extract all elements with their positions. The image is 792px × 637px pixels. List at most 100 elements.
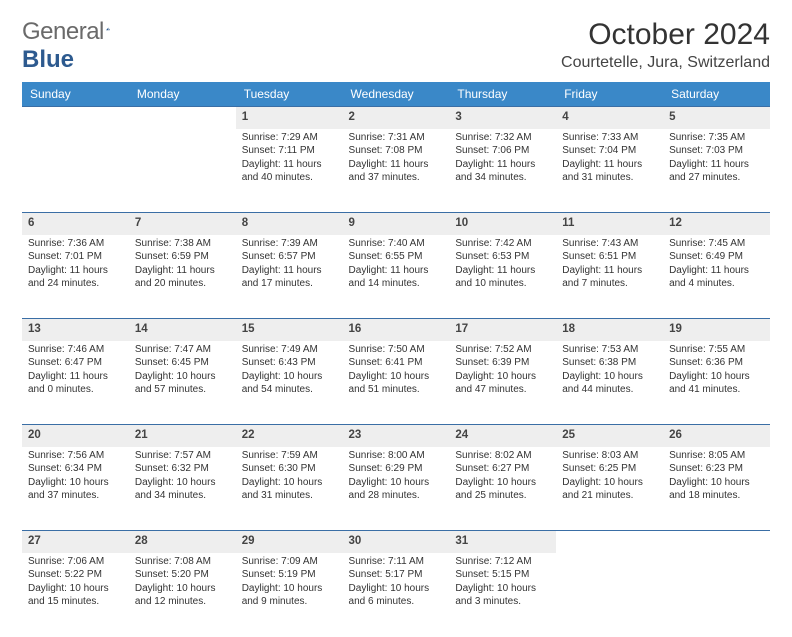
sunset-text: Sunset: 6:41 PM — [349, 356, 444, 370]
weekday-header: Monday — [129, 82, 236, 107]
day-number: 10 — [449, 213, 556, 235]
daylight-text: Daylight: 10 hours and 47 minutes. — [455, 370, 550, 397]
day-cell-body: Sunrise: 7:11 AMSunset: 5:17 PMDaylight:… — [343, 553, 450, 615]
sunrise-text: Sunrise: 7:43 AM — [562, 237, 657, 251]
sunset-text: Sunset: 7:04 PM — [562, 144, 657, 158]
month-title: October 2024 — [561, 18, 770, 52]
day-cell-body: Sunrise: 7:06 AMSunset: 5:22 PMDaylight:… — [22, 553, 129, 615]
day-cell-body — [129, 129, 236, 137]
daylight-text: Daylight: 11 hours and 14 minutes. — [349, 264, 444, 291]
day-cell-body: Sunrise: 7:52 AMSunset: 6:39 PMDaylight:… — [449, 341, 556, 403]
daylight-text: Daylight: 10 hours and 41 minutes. — [669, 370, 764, 397]
sunrise-text: Sunrise: 7:36 AM — [28, 237, 123, 251]
daylight-text: Daylight: 10 hours and 25 minutes. — [455, 476, 550, 503]
sunrise-text: Sunrise: 8:00 AM — [349, 449, 444, 463]
day-cell-body: Sunrise: 7:29 AMSunset: 7:11 PMDaylight:… — [236, 129, 343, 191]
sunrise-text: Sunrise: 7:33 AM — [562, 131, 657, 145]
daylight-text: Daylight: 10 hours and 51 minutes. — [349, 370, 444, 397]
sunset-text: Sunset: 5:15 PM — [455, 568, 550, 582]
header: General October 2024 Courtetelle, Jura, … — [22, 18, 770, 72]
sunset-text: Sunset: 6:36 PM — [669, 356, 764, 370]
day-number: 7 — [129, 213, 236, 235]
day-cell-body: Sunrise: 7:57 AMSunset: 6:32 PMDaylight:… — [129, 447, 236, 509]
day-cell-body: Sunrise: 7:12 AMSunset: 5:15 PMDaylight:… — [449, 553, 556, 615]
weekday-header: Wednesday — [343, 82, 450, 107]
day-number: 24 — [449, 425, 556, 447]
brand-part2: Blue — [22, 46, 74, 73]
sunset-text: Sunset: 7:01 PM — [28, 250, 123, 264]
day-cell-body: Sunrise: 7:08 AMSunset: 5:20 PMDaylight:… — [129, 553, 236, 615]
sunset-text: Sunset: 6:34 PM — [28, 462, 123, 476]
day-number: 3 — [449, 107, 556, 129]
sunrise-text: Sunrise: 8:02 AM — [455, 449, 550, 463]
day-number: 27 — [22, 531, 129, 553]
sunset-text: Sunset: 7:06 PM — [455, 144, 550, 158]
day-number: 23 — [343, 425, 450, 447]
day-cell-body: Sunrise: 7:42 AMSunset: 6:53 PMDaylight:… — [449, 235, 556, 297]
sunset-text: Sunset: 6:59 PM — [135, 250, 230, 264]
day-number: 28 — [129, 531, 236, 553]
sunrise-text: Sunrise: 7:32 AM — [455, 131, 550, 145]
sunset-text: Sunset: 6:51 PM — [562, 250, 657, 264]
daylight-text: Daylight: 10 hours and 37 minutes. — [28, 476, 123, 503]
sunrise-text: Sunrise: 7:38 AM — [135, 237, 230, 251]
day-cell-body: Sunrise: 7:47 AMSunset: 6:45 PMDaylight:… — [129, 341, 236, 403]
day-cell-body: Sunrise: 8:03 AMSunset: 6:25 PMDaylight:… — [556, 447, 663, 509]
sunset-text: Sunset: 6:49 PM — [669, 250, 764, 264]
daylight-text: Daylight: 10 hours and 28 minutes. — [349, 476, 444, 503]
sunset-text: Sunset: 6:29 PM — [349, 462, 444, 476]
weekday-header: Sunday — [22, 82, 129, 107]
day-cell-body: Sunrise: 7:43 AMSunset: 6:51 PMDaylight:… — [556, 235, 663, 297]
daylight-text: Daylight: 10 hours and 6 minutes. — [349, 582, 444, 609]
daylight-text: Daylight: 10 hours and 44 minutes. — [562, 370, 657, 397]
sunset-text: Sunset: 6:47 PM — [28, 356, 123, 370]
daylight-text: Daylight: 10 hours and 15 minutes. — [28, 582, 123, 609]
daylight-text: Daylight: 10 hours and 34 minutes. — [135, 476, 230, 503]
day-cell-body: Sunrise: 8:02 AMSunset: 6:27 PMDaylight:… — [449, 447, 556, 509]
day-number: 22 — [236, 425, 343, 447]
day-cell-body: Sunrise: 7:53 AMSunset: 6:38 PMDaylight:… — [556, 341, 663, 403]
sunset-text: Sunset: 6:55 PM — [349, 250, 444, 264]
sunset-text: Sunset: 5:17 PM — [349, 568, 444, 582]
sunrise-text: Sunrise: 7:40 AM — [349, 237, 444, 251]
calendar-table: SundayMondayTuesdayWednesdayThursdayFrid… — [22, 82, 770, 637]
daylight-text: Daylight: 11 hours and 7 minutes. — [562, 264, 657, 291]
sunset-text: Sunset: 7:11 PM — [242, 144, 337, 158]
sunrise-text: Sunrise: 7:46 AM — [28, 343, 123, 357]
day-cell-body — [556, 553, 663, 561]
sunset-text: Sunset: 6:57 PM — [242, 250, 337, 264]
daylight-text: Daylight: 10 hours and 9 minutes. — [242, 582, 337, 609]
day-cell-body: Sunrise: 7:56 AMSunset: 6:34 PMDaylight:… — [22, 447, 129, 509]
day-cell-body: Sunrise: 8:00 AMSunset: 6:29 PMDaylight:… — [343, 447, 450, 509]
daylight-text: Daylight: 11 hours and 17 minutes. — [242, 264, 337, 291]
daylight-text: Daylight: 10 hours and 3 minutes. — [455, 582, 550, 609]
sunset-text: Sunset: 7:03 PM — [669, 144, 764, 158]
day-cell-body: Sunrise: 7:49 AMSunset: 6:43 PMDaylight:… — [236, 341, 343, 403]
sunrise-text: Sunrise: 7:11 AM — [349, 555, 444, 569]
sunrise-text: Sunrise: 7:59 AM — [242, 449, 337, 463]
day-cell-body: Sunrise: 7:32 AMSunset: 7:06 PMDaylight:… — [449, 129, 556, 191]
brand-part1: General — [22, 18, 104, 46]
sunrise-text: Sunrise: 7:29 AM — [242, 131, 337, 145]
day-cell-body: Sunrise: 7:33 AMSunset: 7:04 PMDaylight:… — [556, 129, 663, 191]
day-number: 25 — [556, 425, 663, 447]
day-cell-body: Sunrise: 7:55 AMSunset: 6:36 PMDaylight:… — [663, 341, 770, 403]
day-number: 11 — [556, 213, 663, 235]
title-block: October 2024 Courtetelle, Jura, Switzerl… — [561, 18, 770, 72]
sunset-text: Sunset: 6:39 PM — [455, 356, 550, 370]
day-number: 5 — [663, 107, 770, 129]
sunrise-text: Sunrise: 7:06 AM — [28, 555, 123, 569]
daylight-text: Daylight: 11 hours and 31 minutes. — [562, 158, 657, 185]
sunset-text: Sunset: 6:25 PM — [562, 462, 657, 476]
sunrise-text: Sunrise: 8:03 AM — [562, 449, 657, 463]
day-number: 14 — [129, 319, 236, 341]
daylight-text: Daylight: 10 hours and 31 minutes. — [242, 476, 337, 503]
sunset-text: Sunset: 6:23 PM — [669, 462, 764, 476]
day-number: 21 — [129, 425, 236, 447]
day-number: 8 — [236, 213, 343, 235]
sunrise-text: Sunrise: 7:52 AM — [455, 343, 550, 357]
day-number: 18 — [556, 319, 663, 341]
sunrise-text: Sunrise: 7:57 AM — [135, 449, 230, 463]
sunrise-text: Sunrise: 7:08 AM — [135, 555, 230, 569]
day-cell-body — [663, 553, 770, 561]
